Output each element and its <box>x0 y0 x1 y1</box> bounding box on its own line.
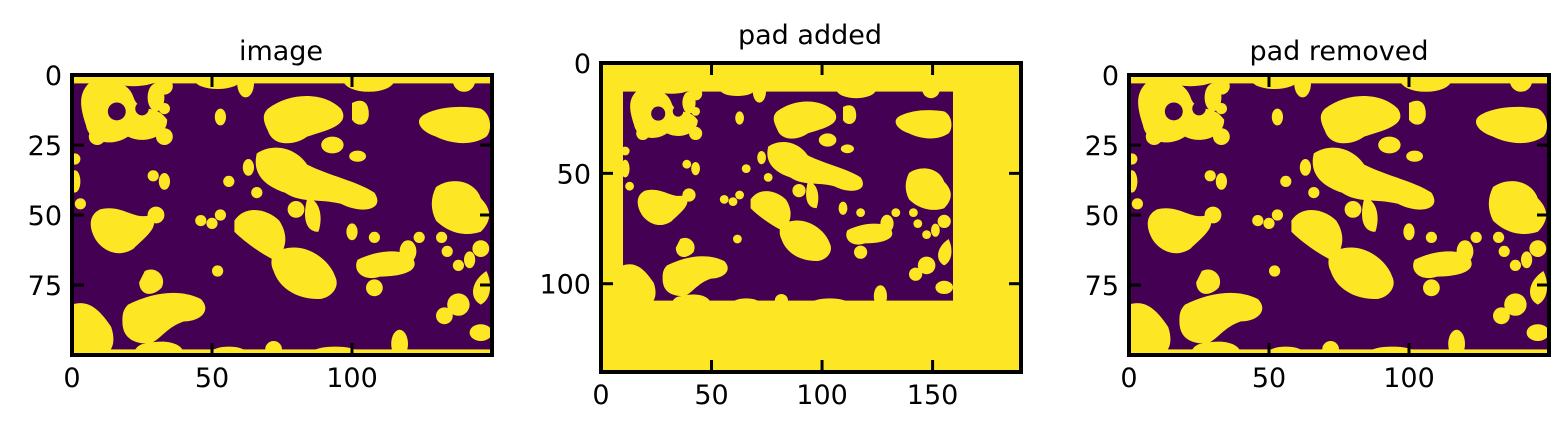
x-tick-label: 0 <box>1120 363 1137 394</box>
x-tick-label: 0 <box>592 380 609 411</box>
panel-title: pad removed <box>1249 36 1428 67</box>
panel-title: image <box>239 36 323 67</box>
heatmap-plot <box>601 63 1021 372</box>
x-tick-label: 50 <box>694 380 728 411</box>
y-tick-label: 25 <box>1085 131 1119 162</box>
y-tick-label: 50 <box>1085 201 1119 232</box>
axes-frame <box>599 61 1023 374</box>
y-tick-label: 75 <box>28 271 62 302</box>
panel-pad-added: pad added 0 50 100 150 0 50 100 <box>539 20 1023 411</box>
y-tick-label: 25 <box>28 131 62 162</box>
heatmap-plot <box>69 69 492 357</box>
y-tick-label: 75 <box>1085 271 1119 302</box>
tick-labels: 0 50 100 150 0 50 100 <box>539 49 958 411</box>
y-tick-label: 100 <box>539 270 591 301</box>
x-tick-label: 50 <box>195 363 229 394</box>
x-tick-label: 50 <box>1252 363 1286 394</box>
y-tick-label: 0 <box>574 49 591 80</box>
axis-ticks <box>1127 73 1549 355</box>
x-tick-label: 100 <box>1383 363 1435 394</box>
y-tick-label: 0 <box>45 61 62 92</box>
x-tick-label: 100 <box>326 363 378 394</box>
y-tick-label: 50 <box>557 159 591 190</box>
tick-labels: 0 50 100 0 25 50 75 <box>28 61 378 394</box>
y-tick-label: 50 <box>28 201 62 232</box>
x-tick-label: 150 <box>907 380 959 411</box>
panel-pad-removed: pad removed 0 50 100 0 25 50 75 <box>1085 36 1551 394</box>
axis-ticks <box>599 61 1021 372</box>
panel-image: image 0 50 100 0 25 50 75 <box>28 36 494 394</box>
tick-labels: 0 50 100 0 25 50 75 <box>1085 61 1435 394</box>
heatmap-plot <box>1126 69 1549 357</box>
axis-ticks <box>70 73 492 355</box>
panel-title: pad added <box>738 20 882 51</box>
y-tick-label: 0 <box>1102 61 1119 92</box>
x-tick-label: 100 <box>796 380 848 411</box>
x-tick-label: 0 <box>63 363 80 394</box>
